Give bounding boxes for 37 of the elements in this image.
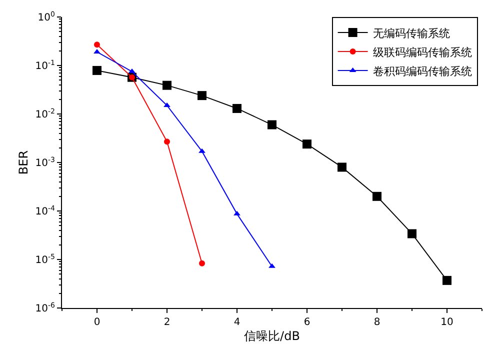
point xyxy=(442,276,452,285)
legend-label: 无编码传输系统 xyxy=(372,26,450,40)
y-tick-label: 10$^{-3}$ xyxy=(35,156,55,169)
y-tick-label: 10$^{0}$ xyxy=(38,10,55,24)
point xyxy=(268,263,276,268)
y-tick-label: 10$^{-4}$ xyxy=(35,204,56,218)
x-tick-label: 10 xyxy=(440,317,454,328)
point xyxy=(162,80,172,90)
point xyxy=(94,48,100,54)
y-axis-title: BER xyxy=(16,150,31,175)
legend-label: 级联码编码传输系统 xyxy=(372,46,472,59)
point xyxy=(198,91,206,100)
x-tick-label: 2 xyxy=(164,317,170,328)
point xyxy=(94,42,100,48)
point xyxy=(128,68,136,74)
point xyxy=(232,104,242,113)
point xyxy=(164,102,170,107)
y-tick-label: 10$^{-6}$ xyxy=(35,301,56,314)
point xyxy=(199,260,205,266)
point xyxy=(198,148,206,153)
point xyxy=(92,66,102,75)
y-tick-label: 10$^{-5}$ xyxy=(35,252,55,266)
point xyxy=(268,120,276,130)
point xyxy=(408,229,416,238)
x-tick-label: 4 xyxy=(234,317,240,328)
x-tick-label: 6 xyxy=(304,317,310,328)
y-tick-label: 10$^{-1}$ xyxy=(35,58,55,72)
x-tick-label: 8 xyxy=(374,317,380,328)
legend-label: 卷积码编码传输系统 xyxy=(372,64,472,78)
point xyxy=(234,210,240,216)
y-tick-label: 10$^{-2}$ xyxy=(35,107,55,120)
x-tick-label: 0 xyxy=(94,317,100,328)
x-axis-title: 信噪比/dB xyxy=(244,328,300,343)
point xyxy=(338,162,346,172)
point xyxy=(302,140,312,149)
point xyxy=(164,138,170,145)
point xyxy=(372,192,382,201)
